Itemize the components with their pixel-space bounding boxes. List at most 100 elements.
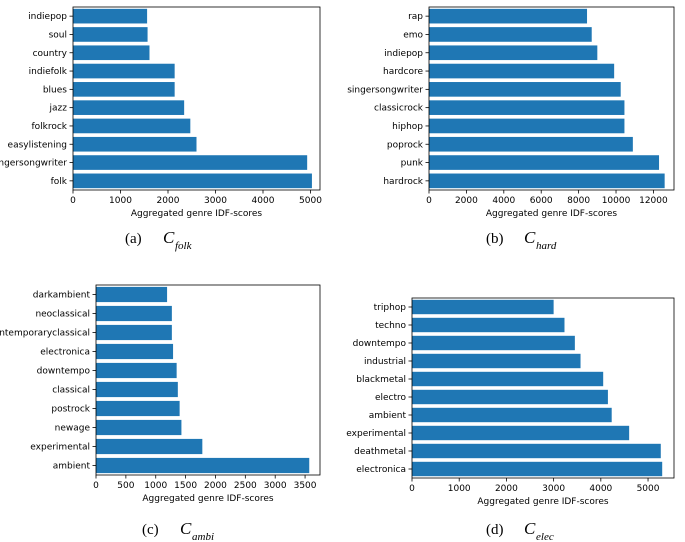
bar-folkrock [73, 118, 191, 134]
ytick-label-poprock: poprock [387, 140, 424, 150]
ytick-label-classical: classical [52, 386, 90, 396]
bar-industrial [412, 353, 581, 369]
ytick-label-electronica: electronica [40, 348, 90, 358]
bar-postrock [96, 400, 180, 417]
ytick-label-folkrock: folkrock [31, 122, 67, 132]
ytick-label-downtempo: downtempo [37, 367, 91, 377]
ytick-label-rap: rap [408, 12, 423, 22]
xtick-label: 4000 [492, 196, 515, 206]
axes-frame [95, 284, 321, 476]
caption-symbol: C [180, 519, 192, 538]
bar-triphop [412, 299, 554, 315]
ytick-label-techno: techno [375, 321, 406, 331]
caption-subscript: hard [536, 240, 557, 252]
bar-indiepop [429, 45, 598, 61]
ytick-label-easylistening: easylistening [8, 140, 67, 150]
bar-electronica [96, 343, 174, 360]
xtick-label: 1000 [448, 484, 471, 494]
bar-newage [96, 419, 182, 436]
ytick-label-darkambient: darkambient [33, 291, 91, 301]
bar-hardcore [429, 63, 615, 79]
ytick-label-industrial: industrial [364, 357, 406, 367]
xtick-label: 2000 [495, 484, 518, 494]
bar-neoclassical [96, 305, 172, 322]
bar-easylistening [73, 136, 197, 152]
xtick-label: 0 [426, 196, 432, 206]
ytick-label-experimental: experimental [346, 429, 406, 439]
bar-country [73, 45, 150, 61]
ytick-label-classicrock: classicrock [374, 104, 424, 114]
bar-experimental [96, 438, 203, 455]
ytick-label-triphop: triphop [374, 303, 407, 313]
ytick-label-newage: newage [55, 424, 91, 434]
caption-label: (c) [142, 522, 159, 538]
bar-electronica [412, 461, 663, 477]
xtick-label: 0 [409, 484, 415, 494]
xtick-label: 0 [70, 196, 76, 206]
bar-blues [73, 82, 175, 97]
ytick-label-ambient: ambient [369, 411, 407, 421]
xtick-label: 3000 [264, 481, 287, 491]
xtick-label: 1000 [144, 481, 167, 491]
xtick-label: 12000 [639, 196, 668, 206]
xtick-label: 6000 [530, 196, 553, 206]
bar-ambient [412, 407, 612, 423]
ytick-label-blues: blues [43, 85, 67, 95]
bar-experimental [412, 425, 630, 441]
caption-label: (a) [125, 231, 142, 247]
ytick-label-singersongwriter: singersongwriter [347, 85, 423, 95]
chart-folk: folk singersongwriter easylistening folkroc… [0, 6, 322, 252]
axes-frame [72, 6, 321, 191]
ytick-label-contemporaryclassical: contemporaryclassical [0, 329, 90, 339]
xtick-label: 0 [93, 481, 99, 491]
bar-soul [73, 27, 148, 42]
bar-ambient [96, 457, 310, 474]
bar-classical [96, 381, 178, 398]
ytick-label-hardrock: hardrock [383, 177, 423, 187]
bar-indiefolk [73, 63, 175, 79]
ytick-label-indiefolk: indiefolk [29, 67, 68, 77]
xtick-label: 1000 [109, 196, 132, 206]
bar-poprock [429, 136, 633, 152]
xtick-label: 2000 [204, 481, 227, 491]
axes-frame [411, 297, 675, 479]
xtick-label: 4000 [252, 196, 275, 206]
caption-label: (b) [486, 231, 504, 247]
bar-indiepop [73, 8, 148, 24]
caption-symbol: C [524, 519, 536, 538]
ytick-label-hardcore: hardcore [383, 67, 423, 77]
bar-hardrock [429, 173, 665, 189]
xtick-label: 2500 [234, 481, 257, 491]
xtick-label: 5000 [637, 484, 660, 494]
bar-darkambient [96, 286, 168, 303]
bar-singersongwriter [73, 155, 308, 170]
ytick-label-indiepop: indiepop [28, 12, 67, 22]
ytick-label-experimental: experimental [30, 443, 90, 453]
ytick-label-blackmetal: blackmetal [356, 375, 406, 385]
x-axis-label: Aggregated genre IDF-scores [131, 209, 263, 219]
xtick-label: 3500 [294, 481, 317, 491]
ytick-label-ambient: ambient [53, 462, 91, 472]
bar-rap [429, 8, 588, 24]
bar-blackmetal [412, 371, 604, 387]
bar-folk [73, 173, 312, 189]
xtick-label: 2000 [157, 196, 180, 206]
bar-downtempo [412, 335, 575, 351]
ytick-label-hiphop: hiphop [392, 122, 423, 132]
xtick-label: 1500 [174, 481, 197, 491]
ytick-label-deathmetal: deathmetal [354, 447, 406, 457]
bar-punk [429, 155, 660, 170]
ytick-label-electronica: electronica [356, 465, 406, 475]
xtick-label: 3000 [542, 484, 565, 494]
ytick-label-emo: emo [403, 30, 423, 40]
ytick-label-singersongwriter: singersongwriter [0, 159, 67, 169]
ytick-label-neoclassical: neoclassical [35, 310, 90, 320]
x-axis-label: Aggregated genre IDF-scores [477, 497, 609, 507]
axes-frame [428, 6, 675, 191]
bar-downtempo [96, 362, 177, 379]
caption-symbol: C [524, 228, 536, 247]
ytick-label-jazz: jazz [49, 104, 68, 114]
x-axis-label: Aggregated genre IDF-scores [142, 494, 274, 504]
bar-singersongwriter [429, 82, 621, 97]
